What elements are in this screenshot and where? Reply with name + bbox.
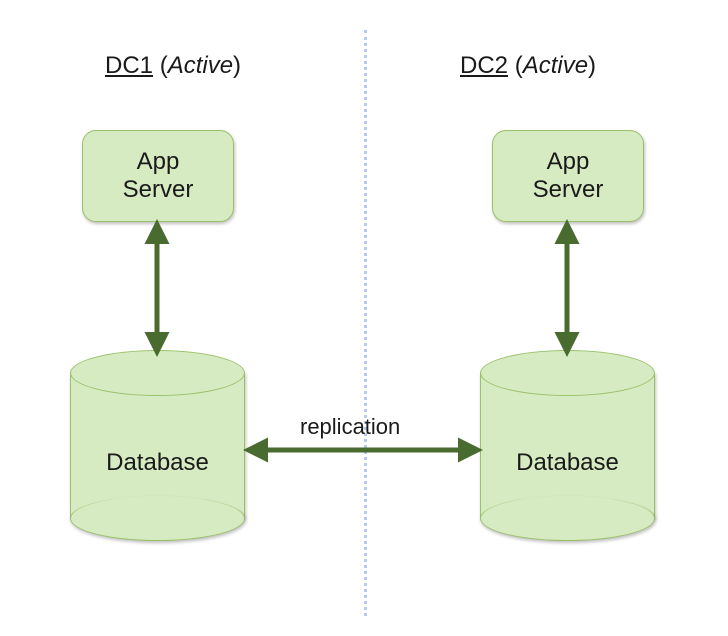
dc1-app-server-node: App Server [82, 130, 234, 222]
dc2-db-bottom [480, 496, 655, 541]
dc2-app-server-label: App Server [533, 148, 604, 203]
dc2-db-top [480, 350, 655, 396]
dc2-database-label: Database [480, 449, 655, 477]
dc2-database-node: Database [480, 350, 655, 540]
dc1-app-server-label: App Server [123, 148, 194, 203]
dc2-title: DC2 (Active) [460, 52, 596, 80]
dc2-app-server-node: App Server [492, 130, 644, 222]
dc-divider [364, 30, 367, 616]
replication-label: replication [300, 414, 400, 440]
dc1-title: DC1 (Active) [105, 52, 241, 80]
dc2-status: Active [523, 52, 588, 79]
dc1-db-bottom [70, 496, 245, 541]
dc1-status-group: (Active) [160, 52, 241, 79]
dc1-db-top [70, 350, 245, 396]
dc1-name: DC1 [105, 52, 153, 79]
dc2-name: DC2 [460, 52, 508, 79]
dc2-status-group: (Active) [515, 52, 596, 79]
dc1-status: Active [168, 52, 233, 79]
dc1-database-node: Database [70, 350, 245, 540]
dc1-database-label: Database [70, 449, 245, 477]
diagram-stage: DC1 (Active) DC2 (Active) App Server App… [0, 0, 728, 636]
